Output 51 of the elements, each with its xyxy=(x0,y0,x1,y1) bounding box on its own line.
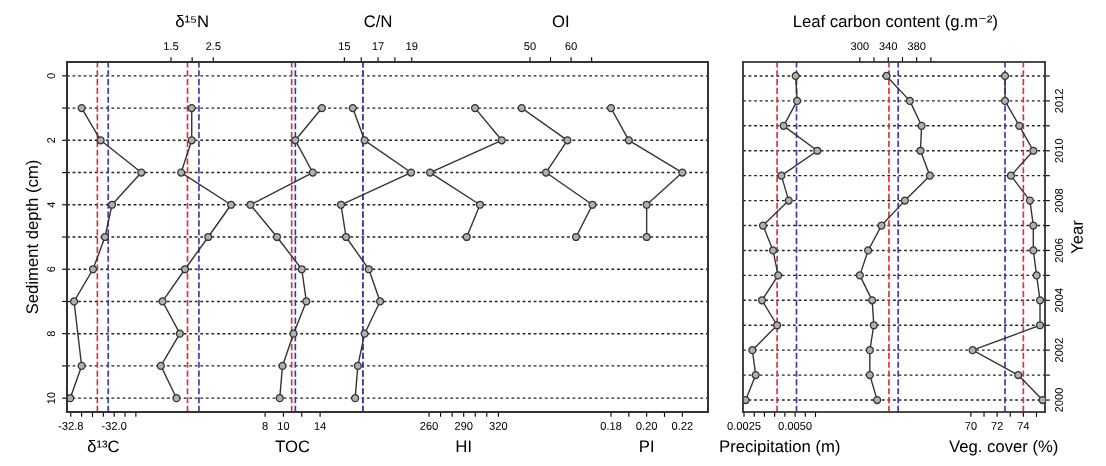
x2-axis-title: δ¹⁵N xyxy=(175,14,208,28)
x2-tick-label: 300 xyxy=(850,42,869,51)
x2-tick-label: 2.5 xyxy=(206,42,221,51)
x-tick-label: 0.20 xyxy=(636,422,658,430)
x-tick-label: 0.0025 xyxy=(727,422,761,430)
x-axis-title: TOC xyxy=(275,440,310,453)
y-tick-label: 2006 xyxy=(1055,238,1063,263)
y-tick-label: 2010 xyxy=(1055,138,1063,163)
y-tick-label: 2004 xyxy=(1055,288,1063,313)
x-tick-label: 14 xyxy=(314,422,326,430)
x2-tick-label: 15 xyxy=(339,42,351,51)
y-tick-label: 6 xyxy=(47,266,56,272)
x-tick-label: 0.22 xyxy=(671,422,693,430)
y-tick-label: 2 xyxy=(47,137,55,143)
x-tick-label: 72 xyxy=(991,422,1003,430)
x-axis-title: Precipitation (m) xyxy=(720,440,840,456)
x-axis-title: PI xyxy=(640,440,653,453)
y-axis-title: Sediment depth (cm) xyxy=(25,160,42,314)
x-axis-title: HI xyxy=(456,440,471,453)
x-tick-label: 74 xyxy=(1017,422,1030,430)
x-tick-label: 70 xyxy=(965,422,977,430)
y-tick-label: 2008 xyxy=(1055,188,1063,213)
x-tick-label: 8 xyxy=(262,422,268,430)
x-tick-label: 10 xyxy=(278,422,290,430)
y-tick-label: 4 xyxy=(47,202,55,208)
x2-tick-label: 50 xyxy=(524,42,536,51)
y-tick-label: 0 xyxy=(47,73,56,79)
x2-axis-title: C/N xyxy=(364,14,392,28)
x2-tick-label: 17 xyxy=(372,42,384,50)
x-tick-label: 0.0050 xyxy=(778,422,812,430)
x2-tick-label: 340 xyxy=(879,42,898,51)
x-tick-label: 260 xyxy=(420,422,438,430)
x2-axis-title: OI xyxy=(552,15,569,28)
y-tick-label: 8 xyxy=(47,331,56,337)
x-tick-label: 290 xyxy=(454,422,473,430)
y-tick-label: 10 xyxy=(47,392,56,404)
y-tick-label: 2012 xyxy=(1055,89,1063,113)
x2-tick-label: 19 xyxy=(406,42,418,51)
y-axis-title: Year xyxy=(1071,220,1083,254)
x2-tick-label: 380 xyxy=(907,42,926,51)
x2-tick-label: 1.5 xyxy=(164,42,179,51)
x-tick-label: -32.0 xyxy=(102,422,127,430)
y-tick-label: 2002 xyxy=(1055,338,1063,362)
x2-axis-title: Leaf carbon content (g.m⁻²) xyxy=(794,14,997,31)
x-tick-label: 320 xyxy=(489,422,508,430)
x-axis-title: δ¹³C xyxy=(87,440,119,453)
x2-tick-label: 60 xyxy=(565,42,577,51)
y-tick-label: 2000 xyxy=(1055,388,1063,412)
x-axis-title: Veg. cover (%) xyxy=(949,440,1058,456)
x-tick-label: 0.18 xyxy=(600,422,622,430)
x-tick-label: -32.8 xyxy=(58,422,83,430)
